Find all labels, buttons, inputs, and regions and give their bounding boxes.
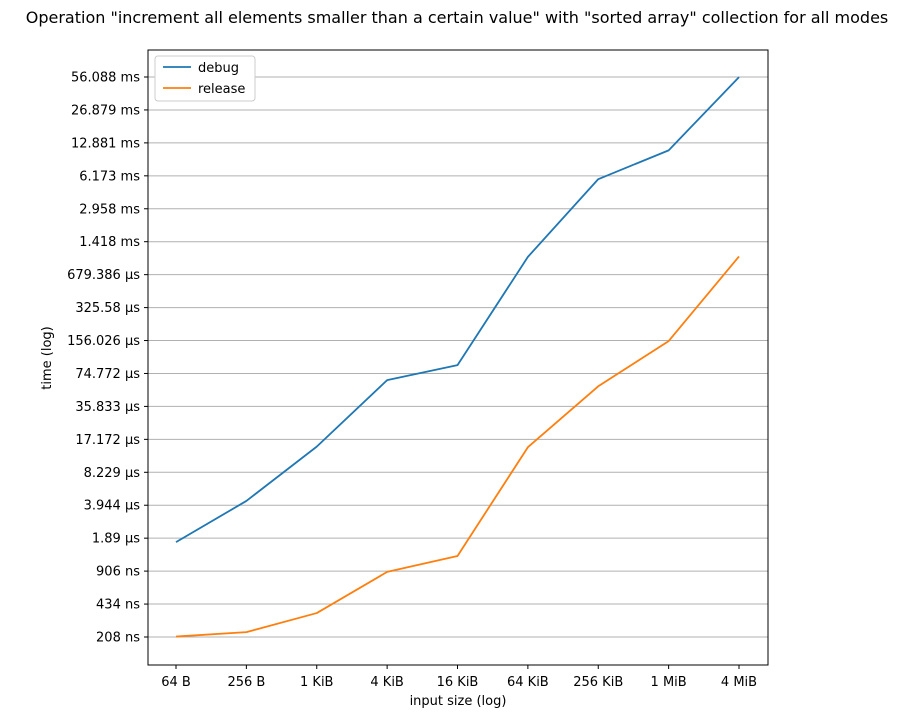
y-tick-label: 6.173 ms <box>79 169 140 184</box>
y-tick-label: 679.386 µs <box>67 268 140 283</box>
y-tick-label: 8.229 µs <box>84 466 141 481</box>
y-axis-label: time (log) <box>40 326 55 389</box>
y-tick-label: 906 ns <box>96 565 140 580</box>
plot-frame <box>147 49 769 666</box>
grid-layer <box>148 76 768 638</box>
x-axis-label: input size (log) <box>410 694 507 709</box>
y-tick-label: 434 ns <box>96 598 140 613</box>
x-tick-label: 4 MiB <box>721 675 757 690</box>
y-tick-label: 56.088 ms <box>71 71 140 86</box>
x-tick-label: 256 B <box>227 675 265 690</box>
y-tick-label: 325.58 µs <box>75 301 140 316</box>
y-tick-label: 26.879 ms <box>71 103 140 118</box>
y-tick-label: 17.172 µs <box>75 433 140 448</box>
x-tick-label: 4 KiB <box>370 675 403 690</box>
series-line-release <box>175 255 740 638</box>
x-tick-label: 16 KiB <box>437 675 479 690</box>
series-layer <box>175 76 740 638</box>
x-axis: 64 B 256 B 1 KiB 4 KiB 16 KiB 64 KiB 256 KiB 1 … <box>161 665 757 690</box>
y-tick-label: 1.89 µs <box>92 532 140 547</box>
chart-title: Operation "increment all elements smalle… <box>26 8 889 27</box>
legend-debug-label: debug <box>198 61 239 76</box>
y-tick-label: 1.418 ms <box>79 235 140 250</box>
y-tick-label: 74.772 µs <box>75 367 140 382</box>
y-tick-label: 156.026 µs <box>67 334 140 349</box>
y-tick-label: 35.833 µs <box>75 400 140 415</box>
y-tick-label: 208 ns <box>96 631 140 646</box>
x-tick-label: 1 KiB <box>300 675 333 690</box>
y-tick-label: 3.944 µs <box>84 499 141 514</box>
y-tick-label: 12.881 ms <box>71 136 140 151</box>
legend-release-label: release <box>198 82 245 97</box>
x-tick-label: 64 B <box>161 675 191 690</box>
y-tick-label: 2.958 ms <box>79 202 140 217</box>
y-axis: 208 ns 434 ns 906 ns 1.89 µs 3.944 µs 8.229 µ… <box>67 71 148 646</box>
series-line-debug <box>175 76 740 543</box>
legend: debug release <box>154 55 256 102</box>
x-tick-label: 64 KiB <box>507 675 549 690</box>
x-tick-label: 1 MiB <box>651 675 687 690</box>
x-tick-label: 256 KiB <box>573 675 623 690</box>
